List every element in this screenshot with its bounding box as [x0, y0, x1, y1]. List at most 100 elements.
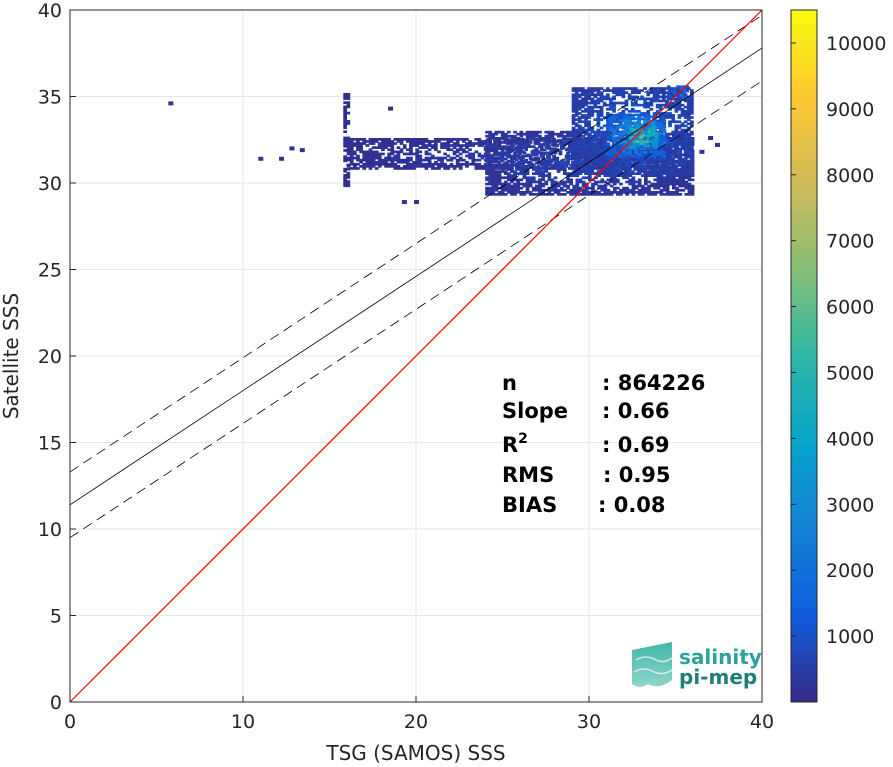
density-cell	[485, 178, 489, 182]
density-cell	[658, 134, 663, 138]
density-cell	[510, 174, 514, 177]
density-cell	[603, 193, 608, 196]
density-cell	[674, 93, 679, 97]
density-cell	[510, 180, 514, 184]
density-cell	[581, 105, 585, 109]
density-cell	[668, 114, 672, 117]
density-cell	[628, 115, 632, 119]
density-cell	[680, 132, 685, 136]
density-cell	[488, 155, 492, 159]
density-cell	[574, 141, 579, 144]
density-cell	[680, 172, 685, 175]
density-cell	[644, 182, 648, 186]
density-cell	[584, 137, 588, 140]
density-cell	[640, 164, 644, 167]
density-cell	[525, 132, 530, 136]
density-cell	[574, 147, 579, 151]
density-cell	[637, 155, 642, 158]
density-cell	[618, 89, 623, 92]
density-cell	[343, 169, 347, 173]
density-cell	[684, 180, 689, 184]
density-cell	[637, 193, 642, 196]
density-cell	[371, 142, 376, 145]
density-cell	[577, 116, 582, 119]
density-cell	[615, 164, 619, 167]
density-cell	[587, 112, 591, 115]
density-cell	[406, 140, 410, 143]
density-cell	[662, 193, 667, 196]
density-cell	[458, 146, 463, 149]
density-cell	[563, 170, 567, 173]
density-cell	[368, 160, 373, 164]
density-cell	[646, 125, 651, 129]
density-cell	[525, 180, 530, 184]
density-cell	[639, 138, 643, 141]
density-cell	[599, 95, 604, 99]
density-cell	[563, 141, 567, 144]
density-cell	[374, 146, 379, 149]
density-cell	[658, 105, 663, 109]
density-cell	[594, 145, 598, 148]
density-cell	[507, 172, 511, 175]
density-cell	[409, 158, 413, 162]
density-cell	[587, 172, 591, 175]
density-cell	[494, 164, 499, 167]
density-cell	[485, 191, 489, 194]
density-cell	[590, 155, 595, 159]
density-cell	[612, 172, 616, 175]
density-cell	[640, 184, 645, 188]
density-cell	[671, 143, 675, 146]
density-cell	[535, 147, 539, 151]
density-cell	[655, 91, 660, 94]
density-cell	[671, 137, 675, 140]
density-cell	[618, 146, 623, 150]
density-cell	[600, 153, 605, 157]
density-cell	[409, 138, 413, 141]
density-cell	[362, 167, 367, 170]
density-cell	[644, 130, 649, 133]
density-cell	[642, 142, 646, 145]
density-cell	[402, 160, 407, 164]
density-cell	[680, 159, 685, 163]
density-cell	[581, 91, 585, 94]
density-cell	[599, 134, 604, 138]
density-cell	[346, 95, 351, 98]
density-cell	[665, 112, 669, 115]
density-cell	[640, 95, 644, 99]
density-cell	[590, 157, 595, 161]
density-cell	[587, 147, 591, 151]
density-cell	[659, 178, 664, 182]
colorbar-tick-label: 3000	[826, 494, 874, 516]
density-cell	[368, 152, 373, 156]
density-cell	[599, 159, 604, 163]
density-cell	[415, 142, 419, 145]
density-cell	[519, 164, 524, 167]
density-cell	[690, 110, 694, 113]
density-cell	[550, 147, 555, 151]
density-cell	[503, 134, 508, 138]
density-cell	[627, 155, 632, 159]
density-cell	[519, 172, 524, 175]
colorbar-tick-label: 8000	[826, 165, 874, 187]
density-cell	[590, 159, 595, 163]
density-cell	[409, 156, 413, 160]
density-cell	[643, 113, 648, 117]
density-cell	[674, 143, 679, 146]
density-cell	[571, 89, 576, 92]
density-cell	[510, 149, 514, 153]
density-cell	[390, 158, 395, 162]
density-cell	[662, 99, 666, 103]
density-cell	[424, 144, 429, 147]
density-cell	[683, 161, 688, 165]
density-cell	[443, 138, 447, 141]
density-cell	[609, 132, 614, 136]
density-cell	[346, 136, 351, 140]
density-cell	[377, 154, 382, 158]
density-cell	[668, 149, 672, 153]
density-cell	[418, 138, 423, 141]
density-cell	[446, 146, 451, 149]
density-cell	[427, 142, 432, 145]
density-cell	[644, 191, 648, 194]
density-cell	[690, 157, 694, 161]
density-cell	[497, 166, 502, 169]
